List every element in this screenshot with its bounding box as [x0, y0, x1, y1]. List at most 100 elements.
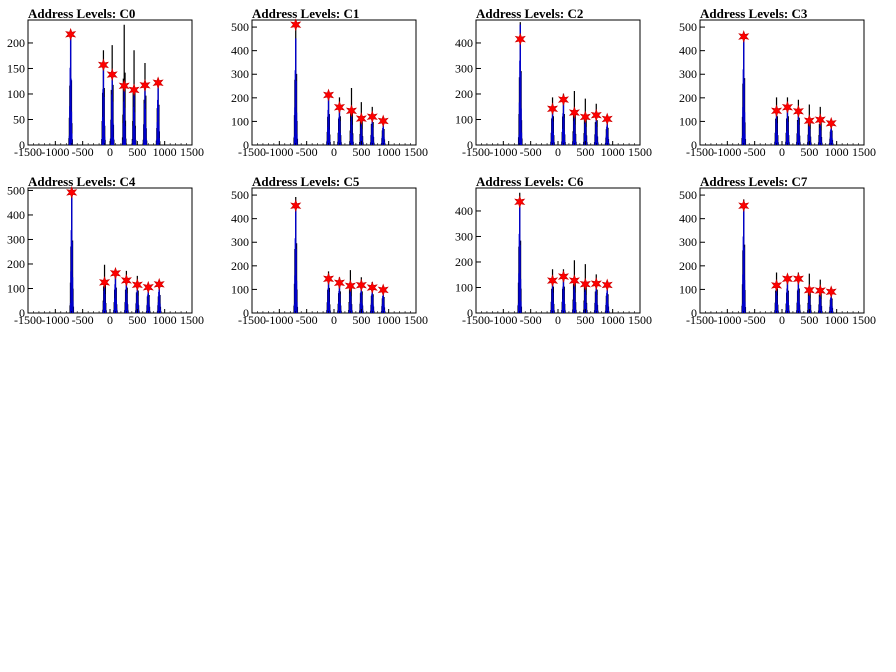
- histogram-grid: -1500 -1000 -500 0 500 1000 1500 0 50 100 150 200 Ad…: [0, 0, 896, 336]
- x-tick-label: 1500: [852, 145, 876, 159]
- peak-marker: [814, 113, 826, 127]
- x-tick-label: 1000: [377, 313, 401, 327]
- histogram-svg-c6: -1500 -1000 -500 0 500 1000 1500 0 100 200 300 400: [455, 187, 652, 327]
- histogram-panel-c7: -1500 -1000 -500 0 500 1000 1500 0 100 200 300 400 5…: [672, 168, 896, 336]
- x-tick-label: 1500: [852, 313, 876, 327]
- x-tick-label: -500: [744, 145, 766, 159]
- x-tick-label: 1000: [601, 145, 625, 159]
- plot-frame: [251, 19, 417, 146]
- histogram-svg-c5: -1500 -1000 -500 0 500 1000 1500 0 100 200 300 400 5…: [231, 187, 428, 327]
- peak-marker: [366, 281, 378, 294]
- peak-marker: [106, 68, 118, 81]
- peak-marker: [792, 272, 804, 286]
- y-tick-label: 400: [7, 208, 25, 222]
- peak-marker: [601, 112, 613, 126]
- y-tick-label: 100: [455, 112, 473, 126]
- panel-title: Address Levels: C4: [28, 174, 136, 189]
- x-tick-label: -1000: [265, 145, 293, 159]
- y-tick-label: 0: [691, 138, 697, 152]
- blue-histogram: [68, 34, 160, 145]
- x-tick-label: 1000: [153, 313, 177, 327]
- y-tick-label: 300: [679, 67, 697, 81]
- x-tick-label: -500: [520, 313, 542, 327]
- x-tick-label: 0: [331, 313, 337, 327]
- x-tick-label: -1000: [41, 145, 69, 159]
- peak-marker: [557, 270, 570, 283]
- x-tick-label: 0: [555, 145, 561, 159]
- peak-marker: [514, 195, 526, 209]
- histogram-svg-c7: -1500 -1000 -500 0 500 1000 1500 0 100 200 300 400 5…: [679, 187, 876, 327]
- y-tick-label: 200: [679, 91, 697, 105]
- x-tick-label: 1500: [628, 313, 652, 327]
- y-tick-label: 200: [679, 259, 697, 273]
- peak-marker: [66, 186, 78, 199]
- y-tick-label: 0: [467, 138, 473, 152]
- peak-marker: [579, 110, 591, 124]
- x-tick-label: -1500: [14, 313, 42, 327]
- y-tick-label: 200: [7, 257, 25, 271]
- peak-marker: [568, 106, 580, 120]
- peak-marker: [322, 272, 335, 286]
- y-tick-label: 100: [231, 114, 249, 128]
- x-tick-label: -500: [744, 313, 766, 327]
- peak-marker: [579, 277, 591, 291]
- x-tick-label: 0: [107, 145, 113, 159]
- peak-marker: [814, 284, 826, 297]
- histogram-panel-c5: -1500 -1000 -500 0 500 1000 1500 0 100 200 300 400 5…: [224, 168, 448, 336]
- y-tick-label: 100: [7, 281, 25, 295]
- plot-frame: [699, 19, 865, 146]
- peak-marker: [128, 83, 140, 97]
- y-tick-label: 400: [679, 44, 697, 58]
- blue-histogram-bars: [69, 194, 162, 313]
- peak-marker: [546, 102, 559, 116]
- x-tick-label: -500: [296, 145, 318, 159]
- x-tick-label: 0: [779, 313, 785, 327]
- y-tick-label: 500: [679, 20, 697, 34]
- x-tick-label: 1500: [180, 145, 204, 159]
- peak-marker: [97, 58, 109, 72]
- y-tick-label: 0: [19, 306, 25, 320]
- y-tick-label: 100: [679, 282, 697, 296]
- y-tick-label: 150: [7, 61, 25, 75]
- histogram-svg-c0: -1500 -1000 -500 0 500 1000 1500 0 50 100 150 200: [7, 19, 204, 159]
- y-tick-label: 400: [679, 212, 697, 226]
- x-tick-label: 500: [128, 313, 146, 327]
- peak-marker: [770, 279, 783, 292]
- x-tick-label: -1000: [41, 313, 69, 327]
- y-tick-label: 0: [243, 306, 249, 320]
- x-tick-label: 1000: [601, 313, 625, 327]
- peak-marker: [366, 110, 378, 124]
- blue-histogram-bars: [68, 34, 160, 145]
- x-tick-label: -1500: [686, 145, 714, 159]
- y-tick-label: 0: [243, 138, 249, 152]
- peak-marker: [120, 273, 132, 287]
- x-tick-label: -1500: [14, 145, 42, 159]
- histogram-svg-c4: -1500 -1000 -500 0 500 1000 1500 0 100 200 300 400 5…: [7, 183, 204, 327]
- plot-frame: [251, 187, 417, 314]
- peak-marker: [355, 112, 367, 125]
- y-tick-label: 100: [679, 114, 697, 128]
- peak-marker: [345, 104, 358, 118]
- histogram-panel-c2: -1500 -1000 -500 0 500 1000 1500 0 100 200 300 400 A…: [448, 0, 672, 168]
- peak-marker: [377, 114, 389, 128]
- x-tick-label: 500: [352, 313, 370, 327]
- peak-marker: [290, 18, 302, 32]
- x-tick-label: 0: [555, 313, 561, 327]
- peak-marker: [514, 32, 526, 46]
- y-tick-label: 300: [455, 229, 473, 243]
- histogram-panel-c0: -1500 -1000 -500 0 500 1000 1500 0 50 100 150 200 Ad…: [0, 0, 224, 168]
- panel-title: Address Levels: C2: [476, 6, 584, 21]
- peak-marker: [322, 88, 335, 102]
- peak-marker: [803, 283, 815, 297]
- y-tick-label: 400: [231, 44, 249, 58]
- x-tick-label: 500: [352, 145, 370, 159]
- peak-marker: [344, 279, 356, 293]
- x-tick-label: -500: [72, 313, 94, 327]
- peak-marker: [290, 199, 302, 213]
- x-tick-label: 0: [107, 313, 113, 327]
- x-tick-label: 1500: [628, 145, 652, 159]
- x-tick-label: 1000: [825, 145, 849, 159]
- peak-marker: [803, 114, 815, 128]
- panel-title: Address Levels: C3: [700, 6, 808, 21]
- y-tick-label: 0: [467, 306, 473, 320]
